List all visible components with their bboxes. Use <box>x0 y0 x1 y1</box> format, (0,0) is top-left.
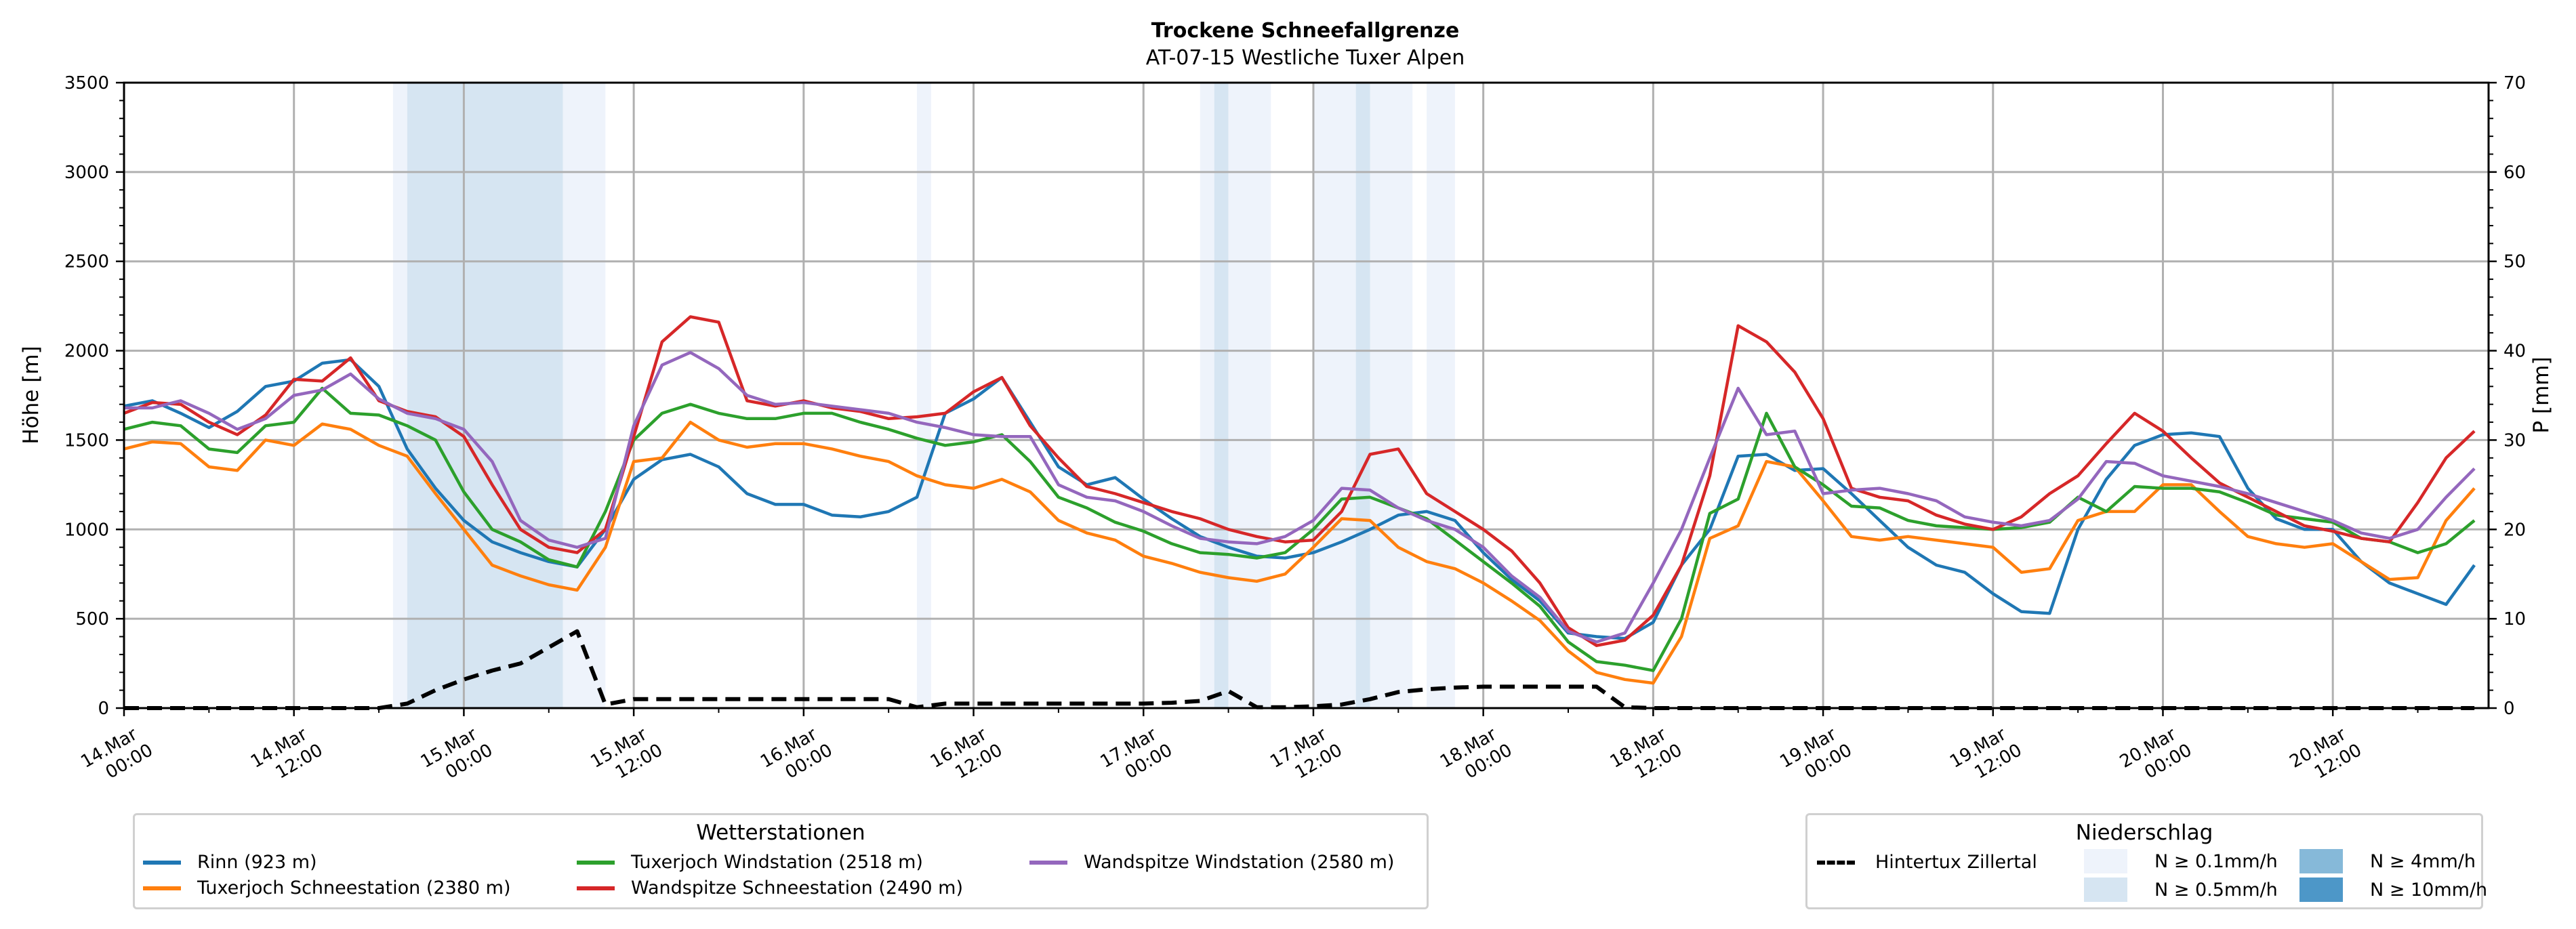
legend-item-precip-4: N ≥ 4mm/h <box>2299 849 2476 873</box>
y2-tick-label: 30 <box>2503 430 2526 451</box>
precip-band <box>1200 83 1214 708</box>
y2-tick-label: 0 <box>2503 699 2515 719</box>
legend-label: Wandspitze Windstation (2580 m) <box>1084 852 1395 873</box>
precip-band <box>1214 83 1229 708</box>
y-tick-label: 3500 <box>64 73 109 94</box>
legend-swatch-dashed <box>1817 860 1855 865</box>
y2-axis-label: P [mm] <box>2529 356 2554 433</box>
legend-item-wandspitze-wind: Wandspitze Windstation (2580 m) <box>1029 852 1394 873</box>
plot-frame <box>123 81 2490 709</box>
legend-label: N ≥ 4mm/h <box>2370 850 2476 872</box>
y-tick-label: 1000 <box>64 520 109 540</box>
precip-band <box>563 83 606 708</box>
legend-item-precip-05: N ≥ 0.5mm/h <box>2084 878 2278 902</box>
legend-stations-title: Wetterstationen <box>696 821 865 845</box>
legend-label: Hintertux Zillertal <box>1875 852 2037 873</box>
legend-item-precip-01: N ≥ 0.1mm/h <box>2084 849 2278 873</box>
precip-bands <box>392 83 1455 708</box>
precip-band <box>407 83 563 708</box>
series-line-tuxerjoch-schneestation-2380-m <box>123 420 2476 685</box>
y2-tick-label: 10 <box>2503 609 2526 629</box>
legend-label: N ≥ 0.1mm/h <box>2154 850 2278 872</box>
y-tick-label: 1500 <box>64 430 109 451</box>
chart-subtitle: AT-07-15 Westliche Tuxer Alpen <box>1146 46 1465 70</box>
y2-tick-label: 40 <box>2503 342 2526 362</box>
y-tick-label: 500 <box>75 609 109 629</box>
series-line-wandspitze-windstation-2580-m <box>124 350 2476 644</box>
series-line-wandspitze-schneestation-2490-m <box>123 315 2476 647</box>
legend-swatch <box>143 860 181 865</box>
legend-swatch <box>1029 860 1067 865</box>
legend-label: Tuxerjoch Schneestation (2380 m) <box>197 878 511 899</box>
legend-swatch <box>2299 849 2343 873</box>
gridlines <box>124 83 2489 708</box>
y-tick-label: 2500 <box>64 252 109 272</box>
legend-label: N ≥ 0.5mm/h <box>2154 879 2278 901</box>
precip-band <box>392 83 407 708</box>
series-line-rinn-923-m <box>123 358 2476 640</box>
chart-title: Trockene Schneefallgrenze <box>1151 19 1459 43</box>
legend-label: Wandspitze Schneestation (2490 m) <box>631 878 964 899</box>
y-tick-label: 3000 <box>64 163 109 183</box>
precip-band <box>1228 83 1271 708</box>
y2-tick-label: 60 <box>2503 163 2526 183</box>
precip-band <box>1427 83 1455 708</box>
y2-tick-label: 20 <box>2503 520 2526 540</box>
y-axis-label: Höhe [m] <box>19 346 43 444</box>
legend-swatch <box>143 886 181 890</box>
legend-swatch <box>577 886 615 890</box>
legend-item-rinn: Rinn (923 m) <box>143 852 317 873</box>
legend-swatch <box>577 860 615 865</box>
precip-band <box>1313 83 1356 708</box>
y2-tick-label: 70 <box>2503 73 2526 94</box>
legend-item-precip-10: N ≥ 10mm/h <box>2299 878 2487 902</box>
legend-precip: Niederschlag Hintertux Zillertal N ≥ 0.1… <box>1805 813 2487 909</box>
legend-item-tuxerjoch-schnee: Tuxerjoch Schneestation (2380 m) <box>143 878 511 899</box>
legend-stations: Wetterstationen Rinn (923 m) Tuxerjoch S… <box>133 813 1429 909</box>
legend-label: Tuxerjoch Windstation (2518 m) <box>631 852 923 873</box>
y2-tick-label: 50 <box>2503 252 2526 272</box>
legend-label: N ≥ 10mm/h <box>2370 879 2488 901</box>
precip-band <box>916 83 931 708</box>
y-tick-label: 2000 <box>64 342 109 362</box>
precip-band <box>1355 83 1370 708</box>
legend-label: Rinn (923 m) <box>197 852 317 873</box>
legend-item-wandspitze-schnee: Wandspitze Schneestation (2490 m) <box>577 878 963 899</box>
legend-precip-title: Niederschlag <box>2075 821 2213 845</box>
y-tick-label: 0 <box>98 699 109 719</box>
legend-swatch <box>2084 849 2127 873</box>
legend-swatch <box>2084 878 2127 902</box>
precip-band <box>1370 83 1413 708</box>
legend-swatch <box>2299 878 2343 902</box>
legend-item-hintertux: Hintertux Zillertal <box>1817 852 2037 873</box>
snowline-chart: Trockene Schneefallgrenze AT-07-15 Westl… <box>19 19 2554 783</box>
legend-item-tuxerjoch-wind: Tuxerjoch Windstation (2518 m) <box>577 852 923 873</box>
